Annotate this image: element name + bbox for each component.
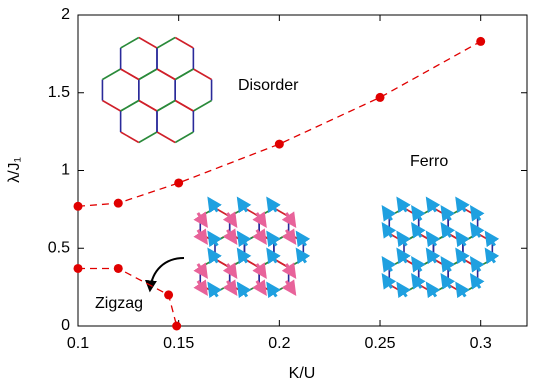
data-point: [164, 290, 173, 299]
lattice-bond: [230, 259, 245, 268]
chart: λ/J₁ K/U Disorder Ferro Zigzag 0 0.5 1 1.5 2…: [0, 0, 537, 385]
annotation: Disorder: [238, 77, 299, 94]
data-point: [74, 264, 83, 273]
lattice-bond: [139, 101, 157, 112]
x-axis-label: K/U: [289, 365, 316, 382]
arrow: [150, 258, 184, 290]
lattice-bond: [389, 259, 404, 268]
lattice-bond: [175, 101, 193, 112]
annotation: Ferro: [410, 153, 448, 170]
lattice-bond: [121, 132, 139, 143]
lattice-bond: [244, 234, 259, 243]
data-point: [74, 202, 83, 211]
data-point: [376, 93, 385, 102]
spin-arrow: [383, 225, 391, 238]
data-point: [114, 199, 123, 208]
lattice-bond: [139, 38, 157, 49]
lattice-bond: [389, 208, 404, 217]
lattice-bond: [215, 285, 230, 294]
lattice-bond: [419, 259, 434, 268]
lattice-bond: [478, 259, 493, 268]
data-point: [174, 178, 183, 187]
data-point: [172, 322, 181, 331]
lattice-bond: [259, 259, 274, 268]
lattice-bond: [121, 38, 139, 49]
annotation: Zigzag: [95, 295, 143, 312]
lattice-bond: [121, 101, 139, 112]
x-tick-label: 0.3: [470, 335, 492, 352]
lattice-bond: [433, 234, 448, 243]
y-tick-label: 1: [61, 162, 70, 179]
spin-arrow: [383, 208, 391, 221]
y-tick-label: 1.5: [48, 84, 70, 101]
lattice-bond: [102, 69, 120, 80]
lattice-bond: [200, 208, 215, 217]
lattice-bond: [289, 259, 304, 268]
data-point: [476, 37, 485, 46]
y-tick-label: 0: [61, 317, 70, 334]
lattice-bond: [175, 132, 193, 143]
lattice-bond: [157, 69, 175, 80]
spin-arrow: [286, 281, 294, 294]
x-tick-label: 0.25: [364, 335, 395, 352]
spin-arrow: [383, 259, 391, 272]
lattice-bond: [230, 208, 245, 217]
lattice-bond: [215, 234, 230, 243]
phase-boundary: [78, 41, 481, 206]
lattice-bond: [175, 38, 193, 49]
data-point: [275, 140, 284, 149]
lattice-bond: [193, 69, 211, 80]
page: {"chart_data": {"type": "line", "xlabel"…: [0, 0, 537, 390]
lattice-bond: [121, 69, 139, 80]
lattice-bond: [404, 234, 419, 243]
spin-arrow: [383, 276, 391, 289]
lattice-bond: [175, 69, 193, 80]
y-tick-label: 0.5: [48, 239, 70, 256]
lattice-bond: [419, 208, 434, 217]
lattice-bond: [139, 69, 157, 80]
lattice-bond: [433, 285, 448, 294]
lattice-bond: [404, 285, 419, 294]
plot-frame: [78, 15, 527, 326]
lattice-bond: [463, 285, 478, 294]
y-tick-label: 2: [61, 6, 70, 23]
lattice-bond: [259, 208, 274, 217]
lattice-bond: [157, 132, 175, 143]
lattice-bond: [448, 259, 463, 268]
lattice-bond: [274, 234, 289, 243]
lattice-bond: [157, 38, 175, 49]
lattice-bond: [200, 259, 215, 268]
lattice-bond: [244, 285, 259, 294]
x-tick-label: 0.1: [67, 335, 89, 352]
x-tick-label: 0.15: [163, 335, 194, 352]
lattice-bond: [102, 101, 120, 112]
lattice-bond: [448, 208, 463, 217]
lattice-bond: [193, 101, 211, 112]
lattice-bond: [139, 132, 157, 143]
spin-arrow: [286, 213, 294, 226]
lattice-bond: [157, 101, 175, 112]
y-axis-label: λ/J₁: [6, 157, 23, 183]
lattice-bond: [463, 234, 478, 243]
x-tick-label: 0.2: [268, 335, 290, 352]
lattice-bond: [274, 285, 289, 294]
data-point: [114, 264, 123, 273]
